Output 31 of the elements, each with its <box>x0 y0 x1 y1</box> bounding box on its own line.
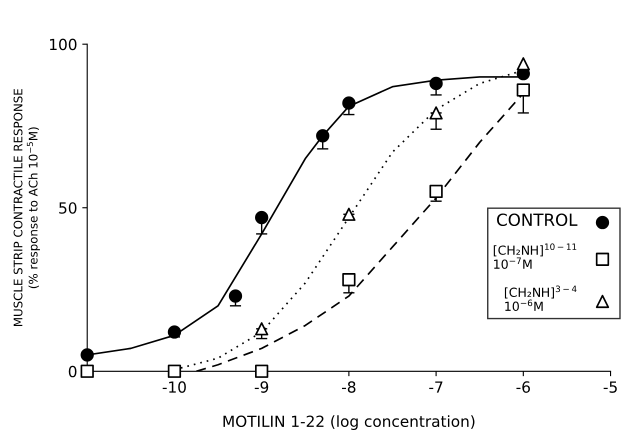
point <box>516 83 530 97</box>
x-axis-title: MOTILIN 1-22 (log concentration) <box>224 415 474 430</box>
point <box>316 129 330 142</box>
point <box>255 322 268 336</box>
legend-label: CONTROL <box>497 213 578 226</box>
x-tick-label: -6 <box>516 381 530 393</box>
point <box>168 325 182 339</box>
point <box>80 364 94 378</box>
point <box>342 96 356 110</box>
x-tick-label: -5 <box>604 381 617 393</box>
point <box>228 289 242 303</box>
point <box>429 184 443 198</box>
point <box>342 208 356 221</box>
point <box>342 273 356 286</box>
text: [CH₂NH]$^{3−4}$ 10$^{−6}$M <box>504 286 577 312</box>
x-tick-label: -10 <box>162 381 186 393</box>
point <box>255 364 268 378</box>
y-tick-label: 50 <box>59 202 76 214</box>
y-axis-title: MUSCLE STRIP CONTRACTILE RESPONSE (% response to ACh 10$^{−5}$M) <box>14 89 40 326</box>
x-tick-label: -8 <box>342 381 356 393</box>
text: [CH₂NH]$^{10−11}$ 10$^{−7}$M <box>494 243 576 269</box>
point <box>429 76 443 90</box>
point <box>516 57 530 70</box>
x-tick-label: -7 <box>429 381 442 393</box>
x-tick-label: -9 <box>254 381 268 393</box>
y-tick-label: 0 <box>68 366 76 378</box>
y-tick-label: 100 <box>50 38 76 50</box>
point <box>168 364 182 378</box>
point <box>429 106 443 120</box>
point <box>255 210 268 224</box>
point <box>80 348 94 362</box>
